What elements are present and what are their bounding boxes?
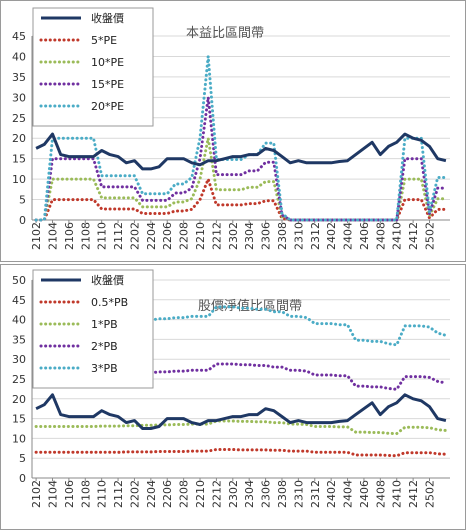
pb-series-line-0 [35, 393, 447, 430]
pe-x-tick-label: 2502 [424, 222, 437, 250]
pb-x-tick-label: 2202 [128, 480, 141, 508]
pb-x-tick-label: 2306 [260, 480, 273, 508]
pb-x-tick-label: 2204 [145, 480, 158, 508]
pb-legend [32, 269, 154, 389]
pe-x-tick-label: 2302 [227, 222, 240, 250]
pb-y-tick-label: 25 [12, 373, 26, 386]
pe-x-tick-label: 2404 [342, 222, 355, 250]
pe-x-tick-label: 2108 [79, 222, 92, 250]
pe-y-tick-label: 40 [12, 50, 26, 63]
pb-x-tick-label: 2304 [243, 480, 256, 508]
pb-y-tick-label: 5 [19, 452, 26, 465]
pb-x-tick-label: 2302 [227, 480, 240, 508]
pe-legend-label: 5*PE [91, 34, 117, 47]
pb-y-tick-label: 50 [12, 274, 26, 287]
pe-x-tick-label: 2212 [210, 222, 223, 250]
pb-y-tick-label: 45 [12, 294, 26, 307]
pb-y-tick-label: 15 [12, 413, 26, 426]
pe-band-chart: 0 5 10 15 20 25 30 35 40 45 2102 2104 2106 2108 2110 21… [0, 0, 466, 262]
pe-y-tick-label: 10 [12, 173, 26, 186]
pe-x-tick-label: 2312 [309, 222, 322, 250]
pb-x-tick-label: 2410 [391, 480, 404, 508]
pb-x-tick-label: 2206 [161, 480, 174, 508]
pe-y-tick-label: 20 [12, 132, 26, 145]
pb-x-tick-label: 2406 [358, 480, 371, 508]
pb-series-line-1 [34, 448, 448, 458]
pb-x-tick-label: 2110 [96, 480, 109, 508]
pe-x-tick-label: 2308 [276, 222, 289, 250]
pe-x-tick-label: 2104 [46, 222, 59, 250]
pb-legend-label: 1*PB [91, 318, 118, 331]
pe-x-tick-label: 2110 [96, 222, 109, 250]
pe-y-tick-label: 15 [12, 153, 26, 166]
pb-y-tick-label: 30 [12, 353, 26, 366]
pb-y-tick-label: 20 [12, 393, 26, 406]
pe-x-tick-label: 2102 [30, 222, 43, 250]
pb-x-tick-label: 2208 [178, 480, 191, 508]
pb-x-tick-label: 2104 [46, 480, 59, 508]
pe-y-tick-label: 45 [12, 30, 26, 43]
pb-y-tick-label: 40 [12, 314, 26, 327]
pe-legend-label: 20*PE [91, 100, 124, 113]
pe-series-line-0 [35, 132, 447, 171]
pb-x-tick-label: 2404 [342, 480, 355, 508]
pe-y-tick-label: 25 [12, 112, 26, 125]
pe-x-tick-label: 2402 [325, 222, 338, 250]
pe-x-tick-label: 2406 [358, 222, 371, 250]
pb-band-chart: 0 5 10 15 20 25 30 35 40 45 50 2102 2104 2106 2108 2110… [0, 264, 466, 530]
pb-title: 股價淨值比區間帶 [198, 298, 302, 314]
pb-x-tick-label: 2408 [374, 480, 387, 508]
pe-x-tick-label: 2410 [391, 222, 404, 250]
pb-x-tick-label: 2108 [79, 480, 92, 508]
pe-x-tick-label: 2106 [63, 222, 76, 250]
pe-title: 本益比區間帶 [186, 26, 264, 41]
pe-x-tick-label: 2306 [260, 222, 273, 250]
pe-x-tick-label: 2204 [145, 222, 158, 250]
pb-y-tick-label: 10 [12, 432, 26, 445]
pe-x-tick-label: 2408 [374, 222, 387, 250]
pe-x-tick-label: 2208 [178, 222, 191, 250]
pe-x-tick-label: 2412 [407, 222, 420, 250]
pb-x-tick-label: 2402 [325, 480, 338, 508]
pb-legend-label: 2*PB [91, 340, 118, 353]
pe-x-tick-label: 2310 [292, 222, 305, 250]
pe-y-tick-label: 35 [12, 71, 26, 84]
pb-y-tick-label: 35 [12, 333, 26, 346]
pb-x-tick-label: 2310 [292, 480, 305, 508]
pe-x-tick-label: 2304 [243, 222, 256, 250]
pb-x-tick-label: 2102 [30, 480, 43, 508]
pb-x-tick-label: 2502 [424, 480, 437, 508]
pe-y-tick-label: 0 [19, 214, 26, 227]
pb-x-tick-label: 2412 [407, 480, 420, 508]
pb-series-line-2 [34, 419, 448, 436]
pe-x-tick-label: 2202 [128, 222, 141, 250]
pe-y-tick-label: 30 [12, 91, 26, 104]
pe-legend-label: 收盤價 [91, 11, 124, 25]
pe-series-line-3 [34, 95, 448, 222]
pe-legend-label: 15*PE [91, 78, 124, 91]
pb-x-tick-label: 2106 [63, 480, 76, 508]
pe-x-tick-label: 2210 [194, 222, 207, 250]
pb-x-tick-label: 2308 [276, 480, 289, 508]
pb-legend-label: 收盤價 [91, 273, 124, 287]
pb-x-tick-label: 2212 [210, 480, 223, 508]
pe-x-tick-label: 2206 [161, 222, 174, 250]
pb-x-tick-label: 2112 [112, 480, 125, 508]
pe-y-tick-label: 5 [19, 194, 26, 207]
pb-legend-label: 3*PB [91, 362, 118, 375]
pe-legend [32, 7, 154, 127]
pb-y-tick-label: 0 [19, 472, 26, 485]
pe-x-tick-label: 2112 [112, 222, 125, 250]
pe-series-line-4 [34, 54, 448, 222]
pb-x-tick-label: 2312 [309, 480, 322, 508]
pb-x-tick-label: 2210 [194, 480, 207, 508]
pe-legend-label: 10*PE [91, 56, 124, 69]
pb-legend-label: 0.5*PB [91, 296, 128, 309]
